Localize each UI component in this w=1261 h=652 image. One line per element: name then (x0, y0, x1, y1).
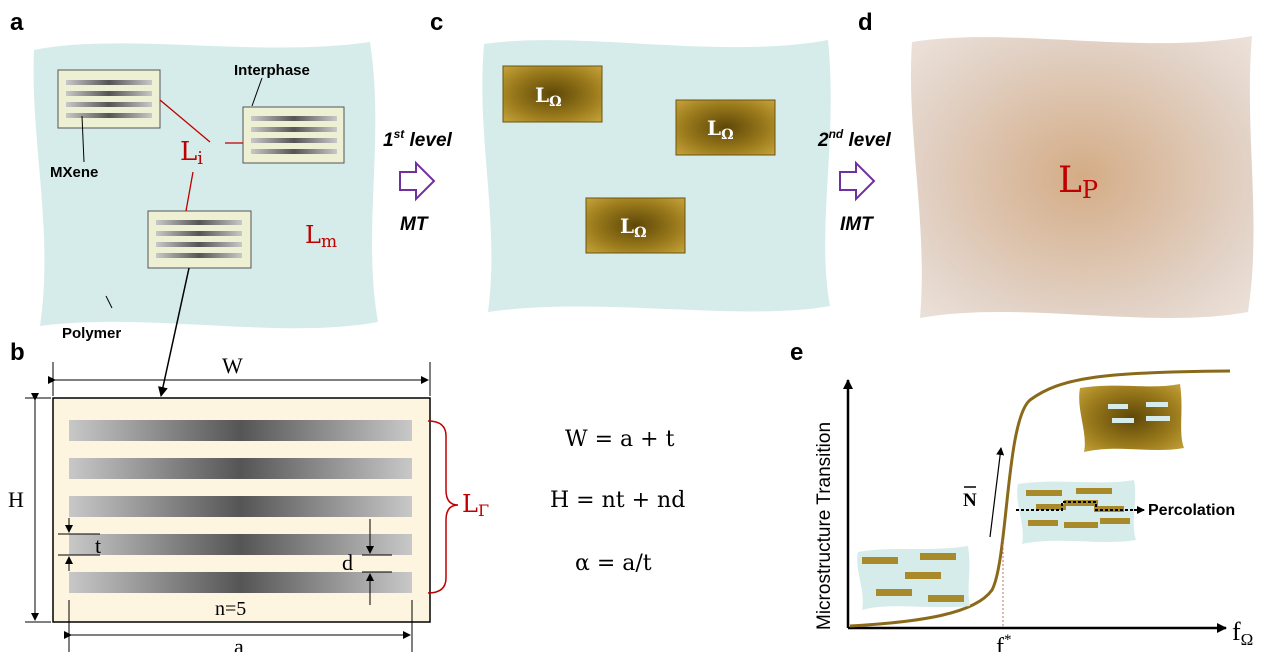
y-axis-label: Microstructure Transition (814, 422, 835, 630)
panel-c: c LΩ LΩ LΩ (430, 9, 831, 312)
panel-e: e Microstructure Transition fΩ f* N (790, 339, 1253, 652)
li-connectors (159, 99, 243, 212)
nbar-arrow (989, 447, 1005, 538)
effective-medium (910, 36, 1254, 318)
interphase-box-3 (147, 210, 252, 269)
equivalent-inclusion-2: LΩ (675, 99, 776, 156)
interphase-box-2 (242, 106, 345, 164)
panel-letter-d: d (858, 9, 873, 36)
panel-letter-c: c (430, 9, 443, 36)
li-label: Li (180, 137, 203, 169)
x-axis-label: fΩ (1232, 617, 1253, 649)
panel-letter-e: e (790, 339, 803, 366)
interphase-label: Interphase (234, 62, 310, 79)
mxene-layer (69, 572, 412, 593)
mxene-layers (69, 420, 412, 593)
mxene-layer (69, 458, 412, 479)
interphase-leader (251, 77, 263, 107)
polymer-leader (105, 295, 113, 309)
svg-text:LΩ: LΩ (707, 116, 734, 143)
mxene-layer (69, 534, 412, 555)
imt-label: IMT (840, 214, 874, 235)
polymer-label: Polymer (62, 325, 121, 342)
d-label: d (342, 550, 353, 575)
lp-label: LP (1058, 160, 1098, 204)
equations: W = a + t H = nt + nd α = a/t (550, 427, 685, 576)
first-level-label: 1st level (383, 127, 453, 151)
lgamma-label: LΓ (462, 490, 489, 520)
t-label: t (95, 533, 101, 558)
panel-letter-b: b (10, 339, 25, 366)
w-label: W (222, 353, 243, 378)
percolation-label: Percolation (1148, 502, 1235, 519)
transition-curve (849, 369, 1231, 628)
svg-text:LΩ: LΩ (535, 83, 562, 110)
h-label: H (8, 487, 24, 512)
equivalent-inclusion-1: LΩ (502, 65, 603, 123)
fstar-label: f* (996, 632, 1012, 652)
percolation-inset (1016, 480, 1145, 544)
lgamma-brace (427, 420, 459, 594)
mxene-layer (69, 496, 412, 517)
equivalent-inclusion-3: LΩ (585, 197, 686, 254)
nbar-label: N (963, 490, 977, 511)
mt-label: MT (400, 214, 429, 235)
transition-second-level: 2nd level IMT (817, 127, 892, 235)
mxene-leader (81, 115, 85, 163)
mxene-layer (69, 420, 412, 441)
svg-text:LΩ: LΩ (620, 214, 647, 241)
first-level-arrow (399, 160, 436, 202)
panel-b: b W H t d n=5 (8, 339, 489, 652)
lm-label: Lm (305, 221, 337, 252)
n-label: n=5 (215, 598, 246, 620)
zoom-arrow (158, 267, 190, 397)
equation-h: H = nt + nd (550, 488, 685, 513)
a-label: a (234, 634, 244, 652)
panel-a: a (10, 9, 378, 397)
transition-first-level: 1st level MT (383, 127, 453, 235)
mxene-label: MXene (50, 164, 98, 181)
dispersed-inset (857, 546, 970, 610)
percolation-path (1016, 501, 1134, 511)
second-level-arrow (839, 160, 876, 202)
panel-d: d LP (858, 9, 1254, 318)
equation-alpha: α = a/t (575, 551, 652, 576)
agglomerated-inset (1079, 384, 1184, 452)
panel-letter-a: a (10, 9, 24, 36)
interphase-box-1 (57, 69, 161, 129)
equation-w: W = a + t (565, 427, 675, 452)
second-level-label: 2nd level (817, 127, 892, 151)
